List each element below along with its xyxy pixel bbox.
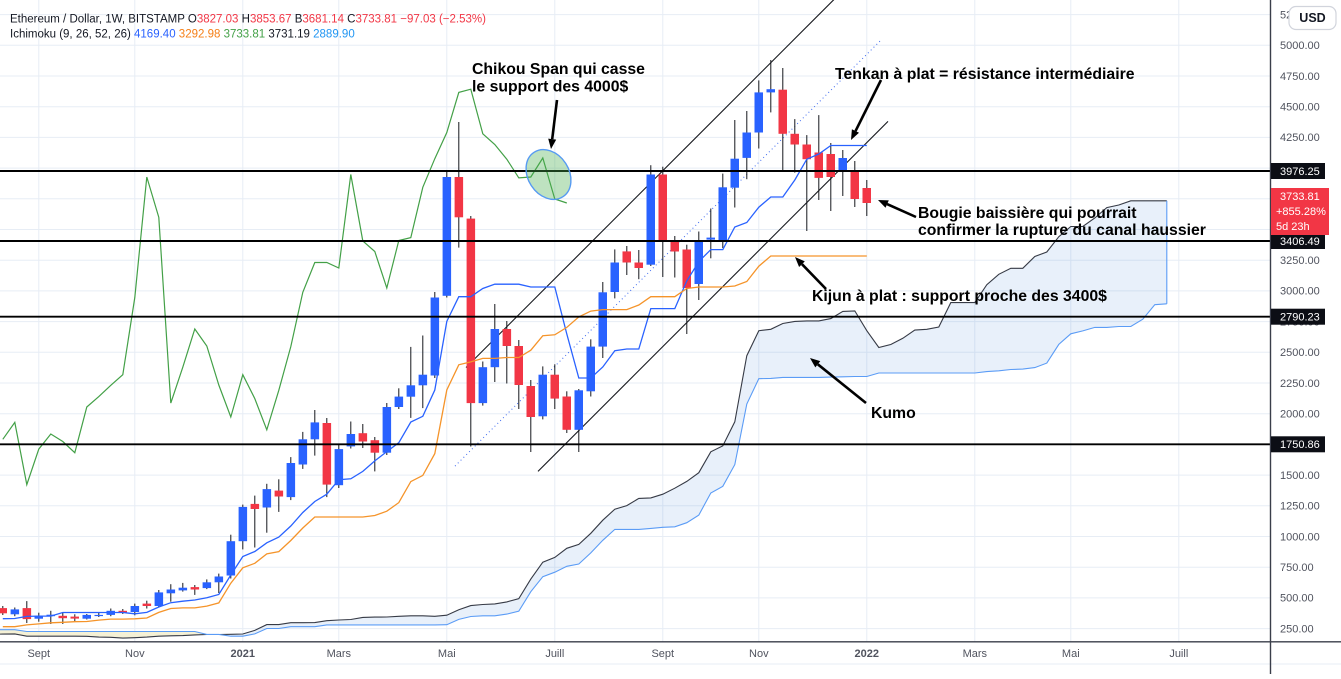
svg-text:2022: 2022 <box>855 648 879 660</box>
svg-text:USD: USD <box>1299 11 1325 25</box>
svg-text:5000.00: 5000.00 <box>1280 40 1320 52</box>
svg-text:1250.00: 1250.00 <box>1280 501 1320 513</box>
svg-text:le support des 4000$: le support des 4000$ <box>472 79 628 96</box>
svg-text:3733.81: 3733.81 <box>1280 191 1320 203</box>
svg-text:Sept: Sept <box>651 648 674 660</box>
svg-text:2250.00: 2250.00 <box>1280 378 1320 390</box>
svg-text:2500.00: 2500.00 <box>1280 347 1320 359</box>
svg-text:Mai: Mai <box>1062 648 1080 660</box>
svg-text:500.00: 500.00 <box>1280 593 1314 605</box>
svg-text:1750.86: 1750.86 <box>1280 439 1320 451</box>
svg-text:Bougie baissière qui pourrait: Bougie baissière qui pourrait <box>918 205 1137 222</box>
svg-text:Nov: Nov <box>749 648 769 660</box>
svg-text:4500.00: 4500.00 <box>1280 102 1320 114</box>
svg-text:4750.00: 4750.00 <box>1280 71 1320 83</box>
svg-text:2000.00: 2000.00 <box>1280 409 1320 421</box>
svg-text:1000.00: 1000.00 <box>1280 531 1320 543</box>
svg-text:250.00: 250.00 <box>1280 623 1314 635</box>
svg-text:Mai: Mai <box>438 648 456 660</box>
svg-text:Ichimoku (9, 26, 52, 26) 4169: Ichimoku (9, 26, 52, 26) 4169.40 3292.98… <box>10 29 355 41</box>
svg-text:Mars: Mars <box>327 648 352 660</box>
svg-text:+855.28%: +855.28% <box>1276 206 1326 218</box>
svg-text:Tenkan à plat = résistance int: Tenkan à plat = résistance intermédiaire <box>835 66 1135 83</box>
svg-text:3250.00: 3250.00 <box>1280 255 1320 267</box>
svg-text:4250.00: 4250.00 <box>1280 132 1320 144</box>
svg-text:5d 23h: 5d 23h <box>1276 221 1310 233</box>
svg-text:Mars: Mars <box>963 648 988 660</box>
svg-text:2021: 2021 <box>231 648 255 660</box>
svg-text:1500.00: 1500.00 <box>1280 470 1320 482</box>
svg-text:2790.23: 2790.23 <box>1280 312 1320 324</box>
svg-text:Sept: Sept <box>27 648 50 660</box>
svg-text:3406.49: 3406.49 <box>1280 236 1320 248</box>
svg-text:750.00: 750.00 <box>1280 562 1314 574</box>
svg-text:Juill: Juill <box>1169 648 1188 660</box>
svg-text:Ethereum / Dollar, 1W, BITSTAM: Ethereum / Dollar, 1W, BITSTAMP O3827.03… <box>10 14 486 26</box>
svg-text:Chikou Span qui casse: Chikou Span qui casse <box>472 61 645 78</box>
svg-text:3976.25: 3976.25 <box>1280 166 1320 178</box>
svg-text:Kumo: Kumo <box>871 405 916 422</box>
svg-text:confirmer la rupture du canal: confirmer la rupture du canal haussier <box>918 222 1206 239</box>
svg-text:Kijun à plat : support proche: Kijun à plat : support proche des 3400$ <box>812 288 1107 305</box>
svg-text:Juill: Juill <box>545 648 564 660</box>
svg-text:3000.00: 3000.00 <box>1280 286 1320 298</box>
svg-text:Nov: Nov <box>125 648 145 660</box>
